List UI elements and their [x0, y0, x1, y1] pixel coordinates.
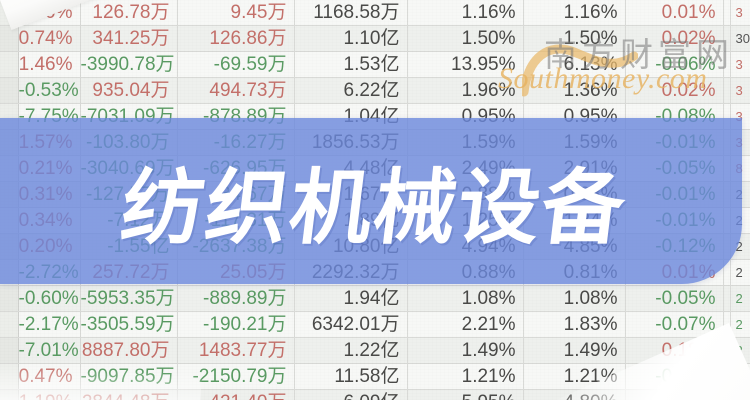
cell-ratio-b: 1.50% [523, 25, 626, 52]
row-gutter [0, 51, 19, 78]
cell-main-net-small: -889.89万 [177, 285, 295, 312]
table-row: -0.53% 935.04万 494.73万 6.22亿 1.96% 1.36% 0.02%… [0, 77, 750, 104]
cell-tail-number: 3 [730, 51, 750, 78]
row-gutter [0, 77, 19, 104]
cell-spacer [723, 25, 731, 52]
cell-change-pct: -0.53% [18, 77, 81, 104]
cell-ratio-a: 1.50% [407, 25, 524, 52]
cell-delta: -0.05% [625, 285, 724, 312]
page-title: 纺织机械设备 [116, 160, 632, 256]
cell-ratio-b: 1.08% [523, 285, 626, 312]
cell-delta: 0.02% [625, 25, 724, 52]
cell-ratio-b: 1.83% [523, 311, 626, 338]
cell-spacer [723, 77, 731, 104]
table-row: -0.60% -5953.35万 -889.89万 1.94亿 1.08% 1.08% -0… [0, 285, 750, 312]
cell-main-net-inflow: -3505.59万 [80, 311, 178, 338]
cell-ratio-a: 1.08% [407, 285, 524, 312]
cell-change-pct: 0.74% [18, 25, 81, 52]
cell-amount: 6342.01万 [294, 311, 408, 338]
cell-change-pct: -2.17% [18, 311, 81, 338]
cell-spacer [723, 51, 731, 78]
row-gutter [0, 285, 19, 312]
cell-change-pct: 1.46% [18, 51, 81, 78]
table-row: 1.46% -3990.78万 -69.59万 1.53亿 13.95% 6.13% -0.… [0, 51, 750, 78]
cell-main-net-small: 126.86万 [177, 25, 295, 52]
cell-ratio-a: 2.21% [407, 311, 524, 338]
cell-tail-number: 3 [730, 77, 750, 104]
cell-main-net-small: -190.21万 [177, 311, 295, 338]
cell-tail-number: 3 [730, 0, 750, 26]
cell-ratio-a: 13.95% [407, 51, 524, 78]
cell-ratio-b: 1.49% [523, 337, 626, 364]
cell-amount: 6.09亿 [294, 389, 408, 400]
cell-tail-number: 2 [730, 285, 750, 312]
cell-delta: -0.06% [625, 51, 724, 78]
cell-main-net-inflow: 341.25万 [80, 25, 178, 52]
cell-tail-number: 30 [730, 25, 750, 52]
cell-amount: 1.10亿 [294, 25, 408, 52]
cell-delta: 0.02% [625, 77, 724, 104]
cell-main-net-inflow: 935.04万 [80, 77, 178, 104]
cell-spacer [723, 285, 731, 312]
cell-main-net-inflow: 8887.80万 [80, 337, 178, 364]
cell-ratio-a: 1.21% [407, 363, 524, 390]
cell-main-net-small: 494.73万 [177, 77, 295, 104]
cell-main-net-inflow: 126.78万 [80, 0, 178, 26]
cell-amount: 1.22亿 [294, 337, 408, 364]
table-row: -2.17% -3505.59万 -190.21万 6342.01万 2.21% 1.83… [0, 311, 750, 338]
cell-amount: 6.22亿 [294, 77, 408, 104]
cell-main-net-inflow: -5953.35万 [80, 285, 178, 312]
cell-ratio-b: 6.13% [523, 51, 626, 78]
cell-delta: 0.01% [625, 0, 724, 26]
cell-amount: 1.53亿 [294, 51, 408, 78]
cell-change-pct: -0.60% [18, 285, 81, 312]
cell-tail-number: 2 [730, 311, 750, 338]
cell-ratio-a: 1.96% [407, 77, 524, 104]
cell-main-net-small: 421.40万 [177, 389, 295, 400]
cell-main-net-small: 9.45万 [177, 0, 295, 26]
row-gutter [0, 311, 19, 338]
cell-spacer [723, 0, 731, 26]
cell-spacer [723, 259, 731, 286]
cell-amount: 11.58亿 [294, 363, 408, 390]
cell-main-net-small: -69.59万 [177, 51, 295, 78]
cell-ratio-b: 1.36% [523, 77, 626, 104]
cell-ratio-a: 1.16% [407, 0, 524, 26]
cell-amount: 1.94亿 [294, 285, 408, 312]
row-gutter [0, 25, 19, 52]
cell-tail-number: 2 [730, 259, 750, 286]
cell-ratio-a: 5.95% [407, 389, 524, 400]
cell-amount: 1168.58万 [294, 0, 408, 26]
cell-ratio-b: 1.16% [523, 0, 626, 26]
table-row: -7.01%8887.80万1483.77万1.22亿1.49%1.49%0.1… [0, 337, 750, 364]
cell-change-pct: -7.01% [18, 337, 81, 364]
table-row: 0.74% 341.25万 126.86万 1.10亿 1.50% 1.50% 0.02% 3… [0, 25, 750, 52]
cell-ratio-a: 1.49% [407, 337, 524, 364]
table-row: 0.60%126.78万9.45万1168.58万1.16%1.16%0.01%… [0, 0, 750, 26]
row-gutter [0, 337, 19, 364]
cell-main-net-inflow: -3990.78万 [80, 51, 178, 78]
title-banner [0, 118, 742, 284]
cell-main-net-small: 1483.77万 [177, 337, 295, 364]
